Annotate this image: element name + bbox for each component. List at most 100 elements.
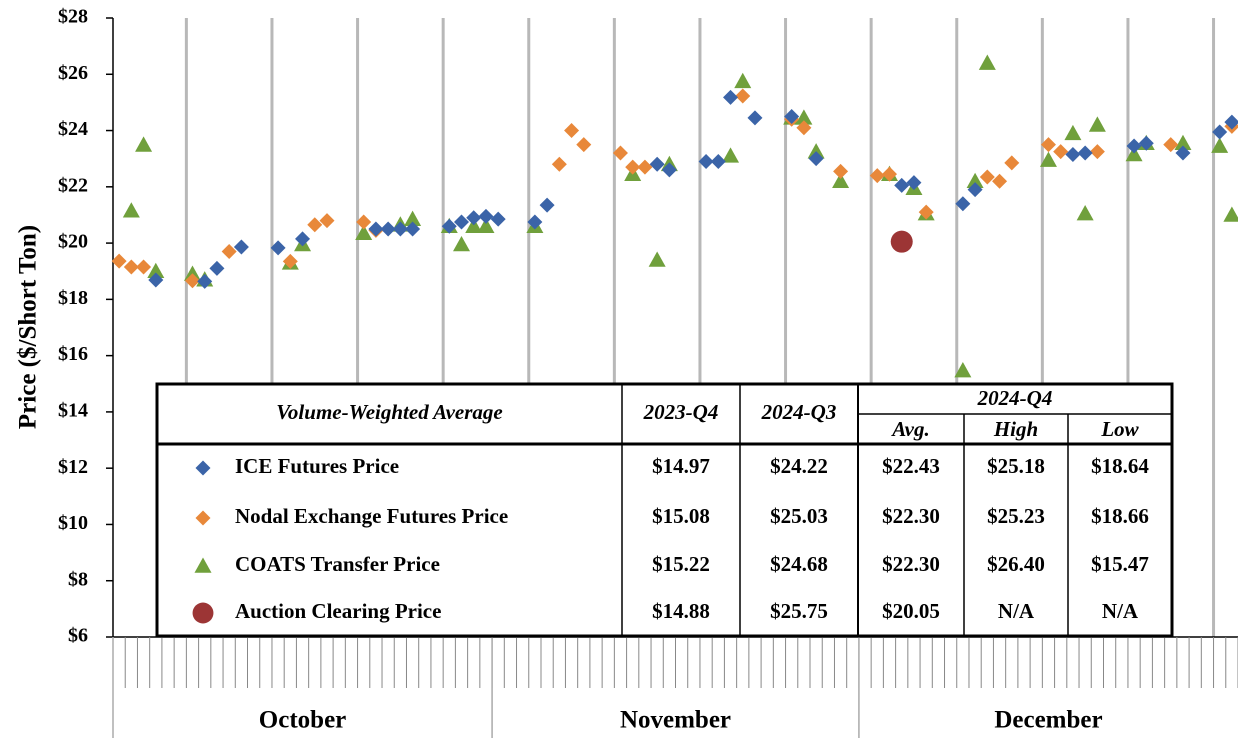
table-cell: $22.30 [882,552,940,576]
x-group-label: December [994,707,1102,734]
marker-diamond [661,162,677,178]
y-tick-label: $6 [68,625,88,647]
marker-diamond [833,163,849,179]
marker-triangle [807,143,825,159]
marker-diamond [979,169,995,185]
marker-triangle [355,224,373,241]
marker-diamond [710,153,726,169]
marker-triangle [135,136,153,152]
marker-diamond [392,221,408,237]
table-group: 2024-Q4 [977,386,1053,410]
marker-triangle [453,235,471,252]
marker-diamond [906,175,922,191]
marker-diamond [576,137,592,153]
marker-diamond [111,253,127,269]
marker-triangle [734,72,752,89]
table-cell: N/A [1102,599,1139,623]
marker-diamond [478,208,494,224]
y-tick-label: $12 [58,456,88,478]
table-subcolumn: Avg. [890,417,930,441]
marker-diamond [184,273,200,289]
marker-diamond [625,159,641,175]
table-cell: $15.08 [652,504,710,528]
table-column: 2024-Q3 [761,400,837,424]
marker-diamond [1138,135,1154,151]
table-cell: $20.05 [882,599,940,623]
marker-diamond [441,218,457,234]
marker-diamond [869,168,885,184]
marker-diamond [1065,146,1081,162]
marker-diamond [747,110,763,126]
marker-diamond [1077,145,1093,161]
table-cell: $26.40 [987,552,1045,576]
marker-diamond [148,272,164,288]
marker-diamond [380,221,396,237]
y-tick-label: $28 [58,6,88,28]
marker-diamond [319,213,335,229]
y-tick-label: $20 [58,231,88,253]
marker-diamond [967,182,983,198]
table-bg [155,382,1174,638]
marker-triangle [465,217,483,234]
legend-label: Nodal Exchange Futures Price [235,504,508,528]
marker-diamond [1163,137,1179,153]
marker-diamond [1040,137,1056,153]
marker-diamond [955,196,971,212]
marker-triangle [1076,205,1094,221]
marker-diamond [270,240,286,256]
y-axis-title: Price ($/Short Ton) [15,225,42,429]
marker-triangle [1064,124,1082,141]
marker-triangle [1088,116,1106,132]
marker-diamond [454,214,470,230]
marker-diamond [784,108,800,124]
marker-triangle [795,109,813,125]
marker-diamond [1004,155,1020,171]
marker-diamond [1089,144,1105,160]
marker-triangle [122,202,140,218]
marker-diamond [282,253,298,269]
table-cell: $18.66 [1091,504,1149,528]
marker-diamond [698,153,714,169]
marker-diamond [527,214,543,230]
table-cell: $25.23 [987,504,1045,528]
y-tick-label: $14 [58,400,88,422]
marker-diamond [551,156,567,172]
legend-marker [195,510,211,526]
marker-triangle [1211,137,1229,153]
marker-diamond [723,89,739,105]
table-cell: $24.68 [770,552,828,576]
marker-diamond [1212,124,1228,140]
marker-diamond [307,217,323,233]
marker-diamond [295,231,311,247]
marker-diamond [612,145,628,161]
marker-diamond [466,210,482,226]
marker-diamond [649,156,665,172]
table-cell: $15.22 [652,552,710,576]
marker-triangle [966,172,984,188]
y-tick-label: $24 [58,118,88,140]
marker-triangle [832,172,850,188]
marker-diamond [197,273,213,289]
marker-diamond [992,173,1008,189]
y-tick-label: $10 [58,512,88,534]
table-cell: $24.22 [770,454,828,478]
marker-diamond [796,120,812,136]
marker-diamond [405,221,421,237]
table-column: 2023-Q4 [643,400,719,424]
marker-triangle [648,251,666,267]
table-subcolumn: High [993,417,1038,441]
marker-diamond [1126,138,1142,154]
y-tick-label: $18 [58,287,88,309]
x-group-label: November [620,707,731,734]
table-cell: $25.75 [770,599,828,623]
marker-triangle [477,217,495,234]
table-cell: $15.47 [1091,552,1149,576]
marker-diamond [894,177,910,193]
marker-diamond [356,214,372,230]
marker-diamond [221,244,237,260]
marker-triangle [1039,151,1057,167]
marker-diamond [539,197,555,213]
marker-triangle [1223,206,1238,222]
marker-diamond [123,259,139,275]
